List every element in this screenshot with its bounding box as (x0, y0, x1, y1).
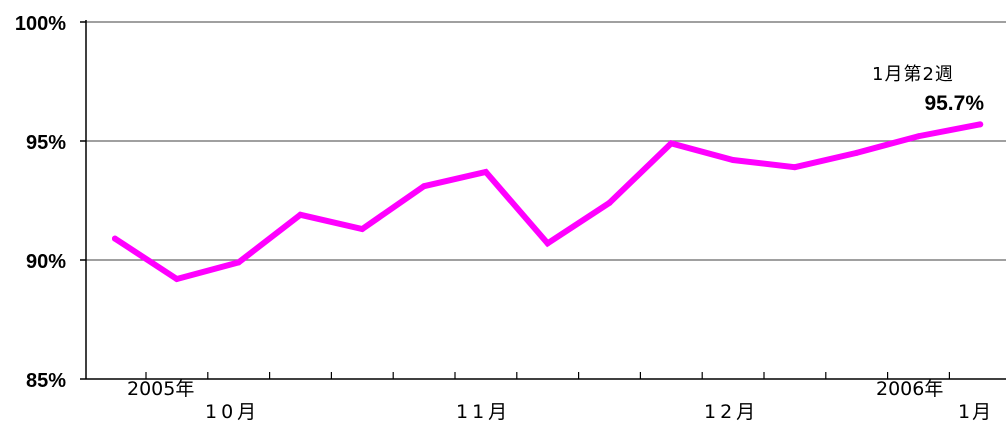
data-point (297, 211, 304, 218)
x-year-label: 2006年 (876, 378, 943, 400)
y-tick-label: 90% (26, 251, 66, 273)
data-point (359, 226, 366, 233)
annotation-value: 95.7% (924, 92, 984, 115)
data-point (421, 183, 427, 190)
x-axis-labels: 2005年 10月 11月 12月 2006年 1月 (127, 378, 993, 423)
series-polyline (112, 121, 984, 283)
data-point (668, 140, 675, 147)
data-point (977, 121, 984, 128)
data-point (606, 199, 613, 206)
axes (80, 20, 1006, 380)
data-point (112, 235, 118, 242)
x-year-label: 2005年 (127, 378, 194, 400)
x-month-label: 10月 (205, 401, 260, 423)
y-tick-label: 100% (15, 13, 66, 35)
data-point (853, 149, 860, 156)
data-point (482, 168, 489, 175)
data-point (173, 276, 180, 283)
x-month-label: 11月 (456, 401, 511, 423)
grid-lines (86, 21, 1006, 261)
data-point (915, 133, 922, 140)
last-value-annotation: 1月第2週 95.7% (872, 64, 984, 115)
x-month-label: 1月 (958, 401, 993, 423)
annotation-label: 1月第2週 (872, 64, 954, 85)
y-tick-label: 85% (26, 370, 66, 392)
y-tick-label: 95% (26, 132, 66, 154)
data-point (235, 259, 242, 266)
data-point (730, 157, 736, 164)
series-line (112, 121, 984, 283)
x-month-label: 12月 (704, 401, 759, 423)
data-point (791, 164, 798, 171)
data-point (544, 240, 551, 247)
y-tick-labels: 100% 95% 90% 85% (15, 13, 66, 392)
